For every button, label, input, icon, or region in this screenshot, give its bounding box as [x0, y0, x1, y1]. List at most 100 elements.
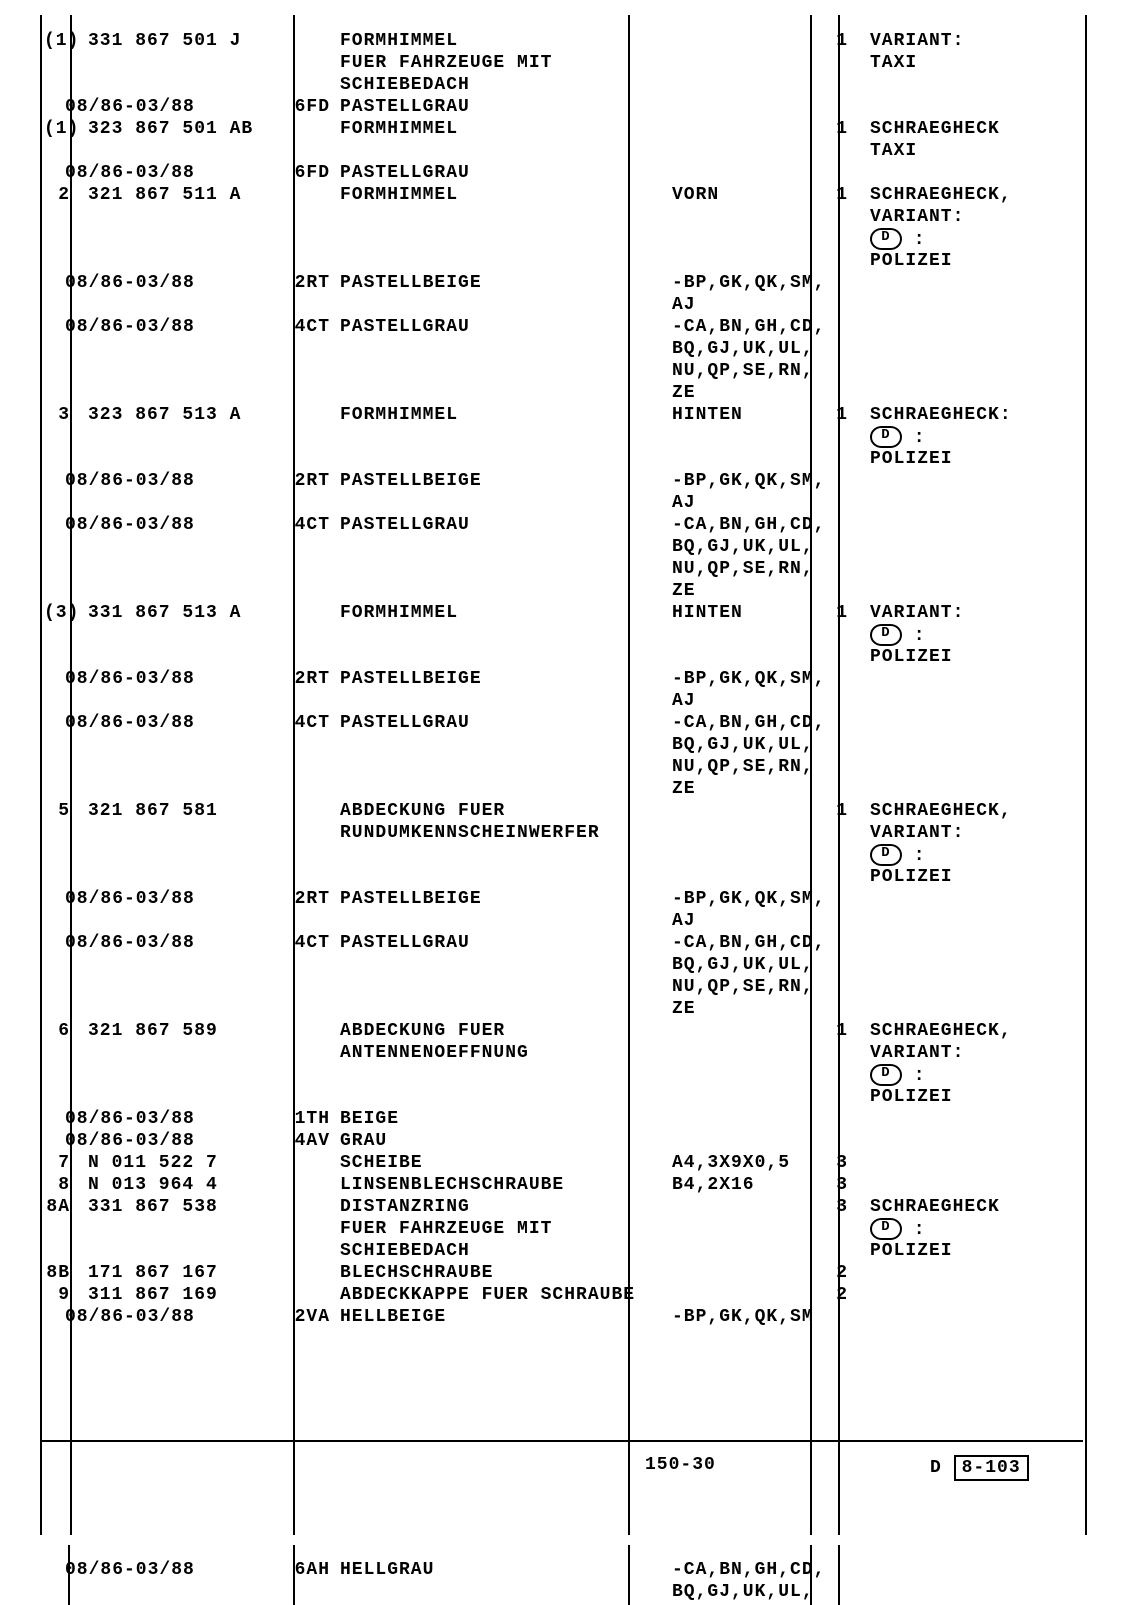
cell-qty: 1: [830, 404, 848, 426]
cell-note: BQ,GJ,UK,UL,: [672, 536, 847, 558]
cell-desc: FUER FAHRZEUGE MIT: [340, 1218, 660, 1240]
cell-remarks: TAXI: [870, 52, 1080, 74]
cell-code: 4CT: [250, 712, 334, 734]
cell-remarks: :: [870, 844, 1080, 867]
cell-part: 331 867 538: [88, 1196, 328, 1218]
cell-note: NU,QP,SE,RN,: [672, 558, 847, 580]
cell-qty: 3: [830, 1174, 848, 1196]
cell-remarks: VARIANT:: [870, 206, 1080, 228]
parts-catalog-page: (1) 331 867 501 J FORMHIMMEL 1 VARIANT: FUER …: [0, 0, 1123, 1600]
orphan-rule-1: [68, 1545, 70, 1605]
cell-pos: (1): [44, 118, 70, 140]
cell-part: 331 867 501 J: [88, 30, 328, 52]
cell-note: ZE: [672, 998, 847, 1020]
cell-remarks: POLIZEI: [870, 448, 1080, 470]
cell-note: NU,QP,SE,RN,: [672, 976, 847, 998]
cell-note: HINTEN: [672, 404, 847, 426]
cell-pos: 8: [44, 1174, 70, 1196]
cell-note: BQ,GJ,UK,UL,: [672, 734, 847, 756]
cell-remarks: SCHRAEGHECK:: [870, 404, 1080, 426]
cell-pos: 8B: [44, 1262, 70, 1284]
cell-code: 2RT: [250, 888, 334, 910]
cell-note: -BP,GK,QK,SM,: [672, 888, 847, 910]
cell-part: 311 867 169: [88, 1284, 328, 1306]
cell-desc: PASTELLGRAU: [340, 932, 660, 954]
cell-code: 2VA: [250, 1306, 334, 1328]
cell-remarks: SCHRAEGHECK,: [870, 1020, 1080, 1042]
cell-desc: LINSENBLECHSCHRAUBE: [340, 1174, 660, 1196]
cell-qty: 1: [830, 30, 848, 52]
cell-desc: SCHIEBEDACH: [340, 74, 660, 96]
footer-left: 150-30: [645, 1455, 716, 1475]
cell-qty: 2: [830, 1262, 848, 1284]
cell-note: BQ,GJ,UK,UL,: [672, 338, 847, 360]
cell-note: BQ,GJ,UK,UL,: [672, 954, 847, 976]
cell-code: 6FD: [250, 162, 334, 184]
cell-note: B4,2X16: [672, 1174, 847, 1196]
cell-pos: 3: [44, 404, 70, 426]
cell-remarks: POLIZEI: [870, 250, 1080, 272]
cell-pos: (3): [44, 602, 70, 624]
d-oval-icon: [870, 1064, 902, 1086]
cell-note: AJ: [672, 690, 847, 712]
cell-remarks: VARIANT:: [870, 822, 1080, 844]
footer-right: D 8-103: [930, 1455, 1029, 1481]
cell-pos: 7: [44, 1152, 70, 1174]
cell-remarks: :: [870, 228, 1080, 251]
orphan-rule-5: [838, 1545, 840, 1605]
cell-desc: SCHEIBE: [340, 1152, 660, 1174]
cell-part: 321 867 581: [88, 800, 328, 822]
cell-qty: 1: [830, 184, 848, 206]
cell-qty: 3: [830, 1196, 848, 1218]
d-oval-icon: [870, 1218, 902, 1240]
cell-pos: 8A: [44, 1196, 70, 1218]
cell-remarks: SCHRAEGHECK,: [870, 184, 1080, 206]
cell-qty: 2: [830, 1284, 848, 1306]
cell-remarks: VARIANT:: [870, 602, 1080, 624]
cell-code: 6FD: [250, 96, 334, 118]
orphan-note2: BQ,GJ,UK,UL,: [672, 1582, 847, 1602]
cell-remarks: POLIZEI: [870, 866, 1080, 888]
cell-note: NU,QP,SE,RN,: [672, 360, 847, 382]
cell-code: 2RT: [250, 272, 334, 294]
cell-remarks: SCHRAEGHECK,: [870, 800, 1080, 822]
cell-desc: FORMHIMMEL: [340, 118, 660, 140]
cell-note: -BP,GK,QK,SM,: [672, 470, 847, 492]
cell-code: 4CT: [250, 316, 334, 338]
cell-pos: (1): [44, 30, 70, 52]
cell-remarks: POLIZEI: [870, 1086, 1080, 1108]
cell-remarks: SCHRAEGHECK: [870, 1196, 1080, 1218]
cell-note: -CA,BN,GH,CD,: [672, 316, 847, 338]
cell-note: ZE: [672, 778, 847, 800]
cell-remarks: VARIANT:: [870, 30, 1080, 52]
cell-qty: 3: [830, 1152, 848, 1174]
cell-desc: FORMHIMMEL: [340, 602, 660, 624]
cell-pos: 2: [44, 184, 70, 206]
cell-part: 321 867 589: [88, 1020, 328, 1042]
cell-desc: BLECHSCHRAUBE: [340, 1262, 660, 1284]
cell-note: -BP,GK,QK,SM: [672, 1306, 847, 1328]
cell-code: 4AV: [250, 1130, 334, 1152]
cell-desc: RUNDUMKENNSCHEINWERFER: [340, 822, 660, 844]
footer-right-prefix: D: [930, 1458, 942, 1478]
orphan-rule-3: [628, 1545, 630, 1605]
cell-desc: PASTELLGRAU: [340, 712, 660, 734]
cell-desc: FORMHIMMEL: [340, 30, 660, 52]
cell-desc: FORMHIMMEL: [340, 184, 660, 206]
cell-note: -CA,BN,GH,CD,: [672, 932, 847, 954]
cell-desc: ANTENNENOEFFNUNG: [340, 1042, 660, 1064]
cell-desc: GRAU: [340, 1130, 660, 1152]
cell-note: AJ: [672, 492, 847, 514]
cell-note: VORN: [672, 184, 847, 206]
cell-part: 171 867 167: [88, 1262, 328, 1284]
cell-code: 4CT: [250, 932, 334, 954]
cell-note: -BP,GK,QK,SM,: [672, 668, 847, 690]
cell-remarks: :: [870, 1064, 1080, 1087]
cell-code: 1TH: [250, 1108, 334, 1130]
cell-desc: HELLBEIGE: [340, 1306, 660, 1328]
cell-desc: FUER FAHRZEUGE MIT: [340, 52, 660, 74]
cell-desc: PASTELLGRAU: [340, 514, 660, 536]
orphan-desc: HELLGRAU: [340, 1560, 660, 1580]
cell-part: N 011 522 7: [88, 1152, 328, 1174]
cell-note: ZE: [672, 580, 847, 602]
